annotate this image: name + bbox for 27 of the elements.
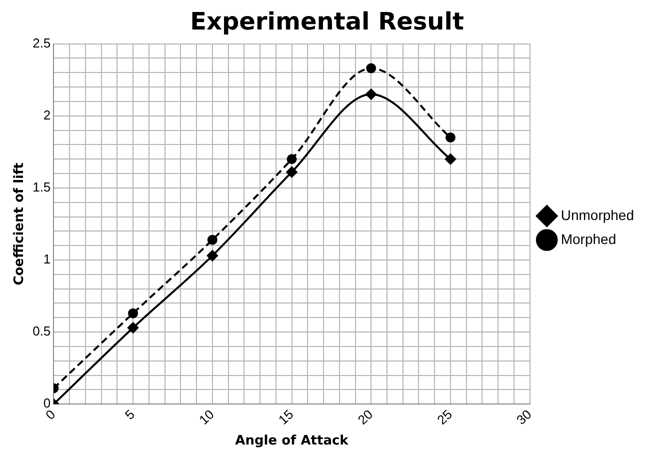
y-tick-label: 0.5 xyxy=(32,324,51,339)
point xyxy=(286,166,298,178)
x-tick-label: 15 xyxy=(275,406,296,428)
point xyxy=(207,234,218,245)
point xyxy=(128,322,139,334)
point xyxy=(286,154,297,164)
point xyxy=(366,63,376,74)
y-tick-label: 2.5 xyxy=(32,35,51,50)
x-tick-label: 25 xyxy=(434,406,455,428)
x-tick-label: 20 xyxy=(354,406,376,428)
y-tick-label: 0 xyxy=(43,396,51,411)
chart-title: Experimental Result xyxy=(190,8,464,36)
y-tick-label: 2 xyxy=(43,107,51,122)
y-axis-title: Coefficient of lift xyxy=(12,162,28,286)
x-tick-label: 5 xyxy=(122,406,138,423)
point xyxy=(444,154,456,165)
x-axis-title: Angle of Attack xyxy=(235,434,349,449)
x-tick-label: 30 xyxy=(514,406,534,428)
point xyxy=(366,88,377,100)
point xyxy=(206,250,218,262)
point xyxy=(445,132,456,142)
legend-label: Unmorphed xyxy=(560,206,634,223)
x-tick-label: 10 xyxy=(196,406,217,428)
point xyxy=(128,308,138,318)
legend-label: Morphed xyxy=(560,230,616,247)
y-tick-label: 1 xyxy=(43,252,51,267)
y-tick-label: 1.5 xyxy=(32,180,51,195)
